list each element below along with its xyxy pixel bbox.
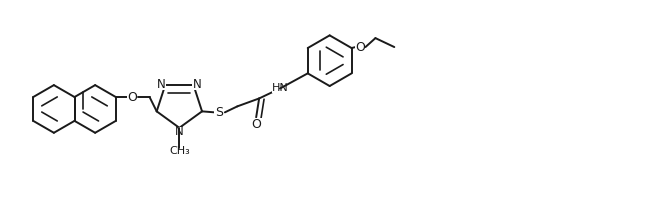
Text: N: N [175,125,183,138]
Bar [174,127,184,137]
Text: N: N [157,78,166,91]
Text: S: S [215,106,223,119]
Bar [127,92,138,102]
Bar [251,118,262,128]
Text: N: N [193,78,202,91]
Text: HN: HN [272,82,289,93]
Bar [355,42,366,52]
Text: O: O [128,91,138,104]
Text: O: O [356,41,366,53]
Bar [214,107,225,117]
Text: O: O [251,118,261,131]
Bar [193,80,202,90]
Bar [272,82,288,93]
Text: CH₃: CH₃ [169,146,190,156]
Bar [157,80,167,90]
